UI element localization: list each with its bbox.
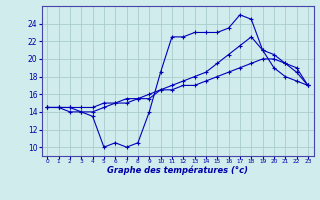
X-axis label: Graphe des températures (°c): Graphe des températures (°c) bbox=[107, 166, 248, 175]
